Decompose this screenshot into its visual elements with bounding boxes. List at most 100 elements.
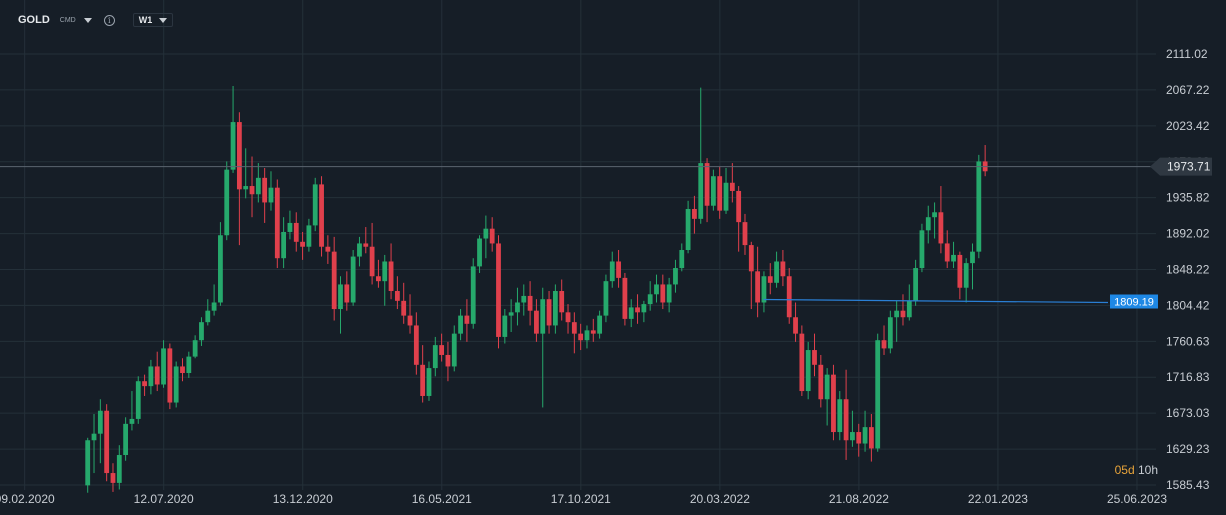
candle-body [932, 212, 937, 218]
candle-body [426, 368, 432, 396]
candle-body [230, 122, 236, 170]
x-tick-label: 17.10.2021 [551, 492, 611, 506]
candle-body [868, 427, 874, 449]
y-tick-label: 1935.82 [1166, 191, 1210, 205]
candle-body [470, 266, 476, 324]
y-tick-label: 1804.42 [1166, 298, 1210, 312]
candle-body [97, 410, 103, 434]
candle-body [609, 261, 615, 282]
candle-body [243, 186, 249, 190]
chart-toolbar: GOLD CMD i W1 [18, 13, 174, 27]
candle-body [445, 354, 451, 367]
candle-body [167, 348, 173, 403]
candle-body [622, 277, 628, 319]
countdown-days: 05d [1114, 463, 1135, 477]
y-tick-label: 2023.42 [1166, 119, 1210, 133]
candle-body [938, 212, 944, 244]
support-trendline[interactable] [763, 298, 1109, 304]
candle-body [774, 261, 779, 283]
candle-body [394, 291, 400, 301]
candle-body [180, 366, 185, 374]
candle-body [186, 356, 192, 374]
candle-body [559, 291, 565, 313]
candle-body [344, 284, 350, 303]
candle-body [679, 250, 685, 269]
candle-body [413, 325, 419, 365]
candle-body [357, 243, 362, 257]
current-price-tag [1150, 157, 1212, 176]
candle-body [944, 243, 950, 262]
candle-body [319, 184, 324, 247]
candle-body [919, 230, 925, 269]
candle-body [527, 295, 533, 311]
support-level-tag [1110, 294, 1158, 309]
candle-body [546, 299, 552, 326]
candle-body [862, 427, 868, 444]
market-label: CMD [59, 16, 76, 24]
candle-body [312, 184, 318, 226]
timeframe-selector[interactable]: W1 [132, 13, 174, 27]
candle-body [306, 225, 312, 247]
candle-body [590, 330, 596, 334]
candle-body [483, 228, 489, 239]
x-tick-label: 09.02.2020 [0, 492, 55, 506]
symbol-selector[interactable]: GOLD [18, 14, 50, 26]
candle-body [635, 307, 640, 313]
candle-body [584, 330, 590, 341]
candle-body [666, 284, 672, 303]
candle-body [218, 235, 223, 303]
x-tick-label: 13.12.2020 [273, 492, 333, 506]
y-tick-label: 2067.22 [1166, 83, 1210, 97]
candle-body [717, 176, 723, 211]
y-tick-label: 1716.83 [1166, 370, 1210, 384]
candle-body [736, 190, 742, 223]
candle-body [293, 222, 299, 242]
symbol-dropdown-caret-icon[interactable] [83, 17, 92, 23]
candle-body [477, 238, 482, 267]
candle-body [685, 209, 691, 251]
candle-body [85, 440, 91, 486]
candle-body [376, 276, 381, 282]
candle-body [432, 345, 438, 369]
candle-body [957, 254, 963, 288]
candle-body [767, 276, 773, 283]
candle-body [875, 340, 881, 449]
candle-body [331, 251, 337, 310]
candle-body [91, 433, 97, 441]
candle-body [369, 246, 375, 277]
candle-body [199, 322, 204, 341]
candle-body [641, 304, 647, 313]
candle-body [325, 246, 331, 252]
candle-body [287, 222, 293, 232]
candle-body [578, 333, 584, 341]
candle-body [104, 410, 110, 474]
candle-body [780, 261, 786, 277]
candle-body [534, 310, 539, 334]
candle-body [692, 209, 697, 219]
candle-body [704, 163, 710, 206]
candle-body [710, 176, 716, 206]
candle-body [489, 228, 495, 244]
x-tick-label: 25.06.2023 [1107, 492, 1167, 506]
candle-body [900, 310, 906, 318]
candle-body [205, 310, 211, 323]
candle-body [148, 366, 154, 387]
candle-body [850, 432, 855, 441]
x-tick-label: 20.03.2022 [690, 492, 750, 506]
candle-body [110, 473, 116, 483]
candle-body [192, 340, 198, 357]
candle-body [161, 348, 166, 385]
y-tick-label: 1629.23 [1166, 442, 1210, 456]
candle-body [831, 374, 836, 433]
candle-body [894, 310, 900, 318]
candle-body [268, 187, 274, 203]
candle-body [660, 284, 666, 303]
candle-body [116, 455, 122, 483]
info-icon[interactable]: i [103, 14, 115, 26]
candle-body [742, 222, 748, 246]
candle-body [552, 291, 558, 326]
candle-body [458, 315, 463, 334]
candle-body [970, 251, 975, 264]
candle-body [274, 187, 280, 259]
